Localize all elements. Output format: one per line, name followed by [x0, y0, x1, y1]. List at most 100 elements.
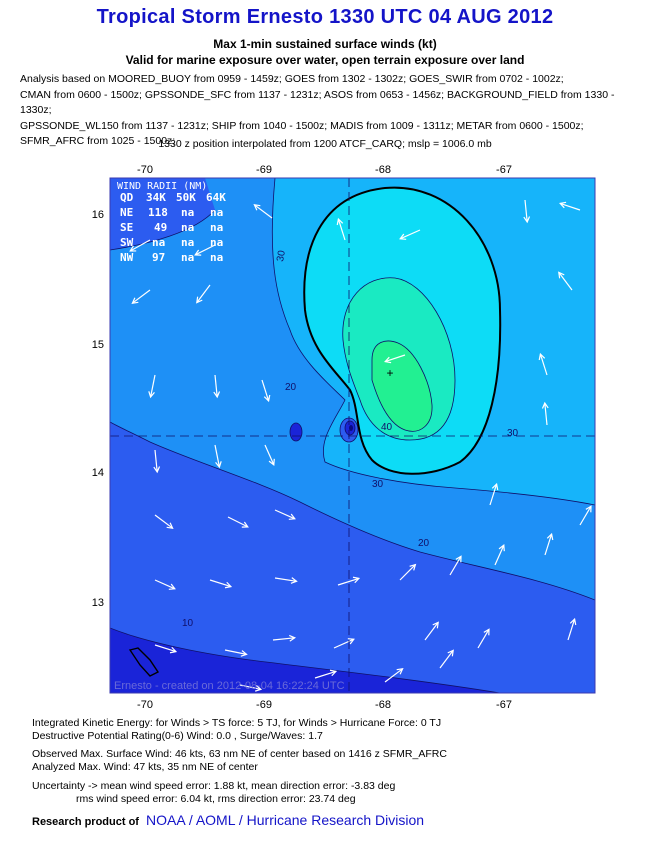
wind-arrow-head [538, 352, 546, 361]
wind-radii-cell: 49 [154, 221, 167, 234]
wind-radii-title: WIND RADII (NM) [117, 181, 207, 192]
lon-tick-label: -69 [256, 699, 272, 710]
wind-arrow [154, 644, 177, 653]
wind-arrow-head [352, 576, 361, 584]
wind-arrow [384, 668, 403, 683]
wind-arrow-head [168, 583, 176, 590]
contour-40 [342, 277, 456, 441]
island-outline [128, 647, 160, 677]
position-line: 1330 z position interpolated from 1200 A… [158, 138, 492, 150]
analyzed-max-line: Analyzed Max. Wind: 47 kts, 35 nm NE of … [32, 761, 258, 773]
wind-arrow-head [432, 621, 439, 629]
wind-arrow [539, 353, 548, 376]
dpr-line: Destructive Potential Rating(0-6) Wind: … [32, 730, 323, 742]
map-subtitle-exposure: Valid for marine exposure over water, op… [125, 53, 525, 67]
wind-arrow-head [148, 391, 155, 399]
wind-arrow-head [253, 204, 261, 211]
wind-arrow [567, 618, 576, 641]
map-title: Tropical Storm Ernesto 1330 UTC 04 AUG 2… [96, 6, 554, 28]
lat-tick-label: 16 [92, 209, 104, 221]
contour-label: 30 [372, 479, 384, 490]
wind-arrow [132, 289, 151, 304]
wind-arrow-head [455, 555, 462, 563]
map-credit: Ernesto - created on 2012-08-04 16:22:24… [114, 680, 345, 692]
wind-arrow [558, 272, 573, 291]
wind-arrow [333, 638, 355, 649]
uncertainty-line: Uncertainty -> mean wind speed error: 1.… [32, 780, 396, 792]
wind-arrow [150, 374, 156, 398]
analysis-line: GPSSONDE_WL150 from 1137 - 1231z; SHIP f… [20, 119, 584, 132]
wind-arrow-head [384, 356, 392, 364]
wind-arrow [227, 516, 249, 528]
contour-10 [110, 627, 501, 693]
footer: Research product of NOAA / AOML / Hurric… [32, 812, 424, 828]
analysis-line: SFMR_AFRC from 1025 - 1500z; [20, 135, 176, 147]
wind-radii-cell: na [210, 251, 223, 264]
wind-arrow-head [347, 638, 355, 645]
analysis-line: Analysis based on MOORED_BUOY from 0959 … [20, 73, 564, 85]
storm-center-marker: + [386, 366, 393, 380]
wind-arrow [494, 544, 505, 566]
wind-arrow [399, 229, 421, 240]
wind-arrow-head [399, 233, 407, 240]
low-wind-pocket [289, 422, 303, 442]
wind-arrow [399, 564, 416, 581]
wind-arrow [337, 218, 346, 241]
wind-arrow-head [336, 217, 344, 226]
wind-arrow [579, 505, 592, 526]
wind-arrow-head [169, 646, 178, 654]
contour-label: 30 [275, 249, 288, 262]
low-wind-pocket [349, 425, 353, 431]
wind-arrow-head [254, 685, 263, 692]
wind-radii-cell: na [181, 236, 194, 249]
wind-arrow-head [224, 581, 233, 589]
wind-arrow-head [194, 249, 202, 256]
contour-label: 20 [285, 382, 297, 393]
map-frame [109, 177, 596, 694]
wind-radii-cell: 118 [148, 206, 168, 219]
lon-tick-label: -69 [256, 164, 272, 176]
wind-arrow [194, 244, 216, 256]
wind-radii-cell: na [181, 221, 194, 234]
wind-arrow-head [215, 461, 222, 469]
analysis-sources: Analysis based on MOORED_BUOY from 0959 … [20, 72, 640, 150]
wind-vector-field [129, 199, 592, 692]
contour-34kt [303, 186, 502, 475]
wind-arrow-head [213, 391, 221, 399]
wind-arrow [129, 239, 151, 252]
wind-arrow-head [241, 521, 249, 528]
wind-arrow [154, 514, 173, 529]
wind-radii-table: WIND RADII (NM) QD 34K 50K 64K NE 118 na… [117, 181, 226, 264]
footer-organization: NOAA / AOML / Hurricane Research Divisio… [146, 812, 425, 828]
wind-radii-cell: na [210, 236, 223, 249]
wind-radii-cell: SW [120, 236, 134, 249]
wind-radii-header-cell: 34K [146, 191, 166, 204]
wind-arrow [274, 509, 296, 520]
wind-arrow-head [129, 245, 137, 252]
wind-arrow-head [329, 669, 338, 677]
wind-arrow [154, 449, 158, 473]
ike-line: Integrated Kinetic Energy: for Winds > T… [32, 717, 442, 729]
wind-arrow [560, 202, 581, 211]
wind-radii-cell: na [181, 206, 194, 219]
wind-arrow-head [153, 466, 161, 474]
wind-arrow [337, 577, 360, 586]
wind-arrow-head [288, 513, 296, 520]
footer-prefix: Research product of [32, 816, 139, 828]
lon-tick-label: -68 [375, 164, 391, 176]
wind-arrow [274, 577, 297, 582]
contour-label: 30 [507, 428, 519, 439]
lon-tick-label: -70 [137, 699, 153, 710]
analysis-line: CMAN from 0600 - 1500z; GPSSONDE_SFC fro… [20, 88, 615, 117]
wind-radii-cell: 97 [152, 251, 165, 264]
wind-radii-cell: na [152, 236, 165, 249]
wind-arrow [477, 628, 490, 649]
wind-arrow-head [263, 394, 271, 403]
wind-arrow [544, 402, 548, 426]
contour-30 [271, 178, 595, 506]
wind-arrow-head [523, 216, 531, 224]
wind-band-45-plus [372, 341, 433, 432]
wind-arrow [524, 199, 528, 223]
lat-tick-label: 15 [92, 339, 104, 351]
wind-arrow [544, 533, 553, 556]
